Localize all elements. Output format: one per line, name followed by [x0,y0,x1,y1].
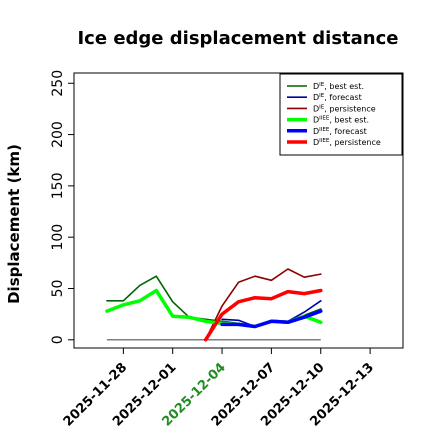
y-tick-label: 250 [50,70,66,97]
legend-base: D [313,116,319,125]
legend-base: D [313,104,319,113]
y-tick-label: 200 [50,121,66,148]
legend-entry: DIE, best est. [313,82,364,91]
legend-suffix: , persistence [324,104,375,113]
legend-superscript: IE [319,82,325,88]
series-lines [105,268,323,342]
y-axis: 0 50 100 150 200 250 [50,70,74,344]
legend-base: D [313,127,319,136]
legend-base: D [313,82,319,91]
plot-frame [73,72,404,349]
x-axis: 2025-11-282025-12-012025-12-042025-12-07… [61,348,377,430]
legend-entry: DIIEE, best est. [313,116,369,125]
legend-entry: DIE, forecast [313,93,362,102]
legend-superscript: IIEE [319,116,330,122]
legend-superscript: IE [319,104,325,110]
legend-base: D [313,138,319,147]
chart-title: Ice edge displacement distance [77,28,398,49]
legend-superscript: IE [319,93,325,99]
legend-suffix: , best est. [324,82,364,91]
series-line-4 [220,309,323,329]
legend-suffix: , persistence [329,138,380,147]
legend-entry: DIIEE, forecast [313,127,367,136]
y-tick-label: 150 [50,173,66,200]
y-tick-label: 100 [50,224,66,251]
legend-entry: DIE, persistence [313,104,376,113]
legend-suffix: , forecast [329,127,366,136]
y-tick-label: 0 [50,335,66,344]
series-line-2 [204,268,322,341]
y-axis-label: Displacement (km) [5,144,23,304]
legend-base: D [313,93,319,102]
legend-superscript: IIEE [319,127,330,133]
legend-superscript: IIEE [319,138,330,144]
legend-suffix: , forecast [324,93,361,102]
legend-suffix: , best est. [329,116,369,125]
y-tick-label: 50 [50,280,66,298]
series-line-5 [203,288,323,342]
legend-entry: DIIEE, persistence [313,138,381,147]
